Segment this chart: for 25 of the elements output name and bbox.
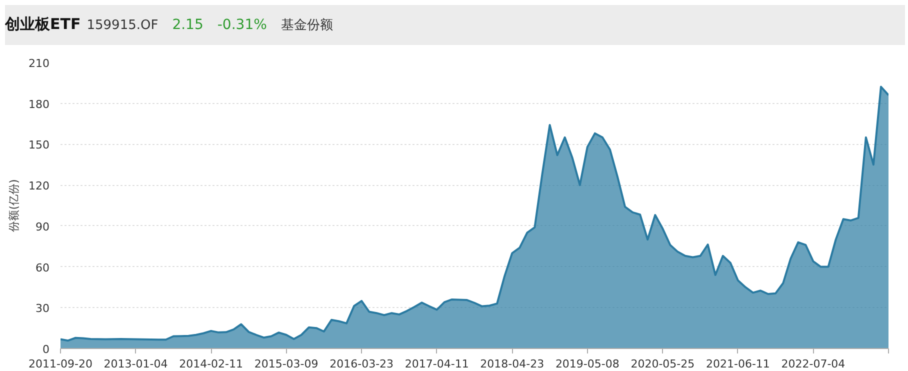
y-tick-label: 30 <box>36 302 50 316</box>
chart-title: 创业板ETF <box>5 15 81 33</box>
x-tick-label: 2016-03-23 <box>330 358 394 370</box>
y-axis-title: 份额(亿份) <box>8 179 21 232</box>
x-tick-label: 2011-09-20 <box>28 358 92 370</box>
x-tick-label: 2022-07-04 <box>781 358 846 370</box>
y-tick-label: 180 <box>28 98 50 111</box>
x-tick-label: 2017-04-11 <box>404 358 469 370</box>
chart-subtitle: 159915.OF <box>86 18 158 33</box>
y-tick-label: 0 <box>42 343 50 356</box>
y-tick-label: 210 <box>28 57 50 70</box>
text: 基金份额 <box>280 18 333 33</box>
x-tick-label: 2014-02-11 <box>179 358 244 370</box>
text: -0.31% <box>217 17 267 33</box>
x-tick-label: 2019-05-08 <box>555 358 620 370</box>
y-tick-label: 90 <box>36 220 50 234</box>
y-tick-label: 150 <box>28 138 50 152</box>
y-tick-label: 120 <box>28 180 50 193</box>
x-tick-label: 2018-04-23 <box>480 358 544 370</box>
text: 2.15 <box>172 17 204 33</box>
x-tick-label: 2015-03-09 <box>254 358 318 370</box>
x-tick-label: 2013-01-04 <box>104 358 168 370</box>
x-tick-label: 2020-05-25 <box>630 358 695 370</box>
y-tick-label: 60 <box>36 261 50 274</box>
x-tick-label: 2021-06-11 <box>706 358 770 370</box>
